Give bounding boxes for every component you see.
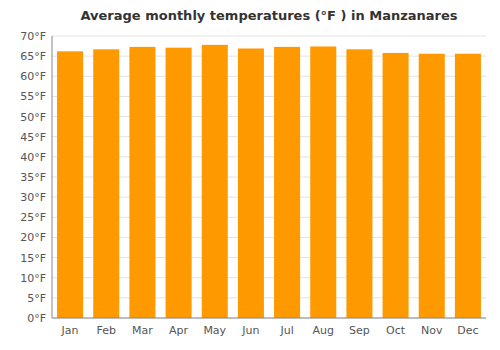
bar xyxy=(419,54,445,318)
y-tick-label: 30°F xyxy=(20,191,46,204)
y-tick-label: 70°F xyxy=(20,30,46,43)
grid-line xyxy=(52,36,486,37)
y-tick-label: 45°F xyxy=(20,131,46,144)
y-tick-label: 35°F xyxy=(20,171,46,184)
x-axis: Jan Feb Mar Apr May Jun Jul Aug Sep Oct Nov Dec xyxy=(61,324,479,337)
x-tick-label: Nov xyxy=(421,324,443,337)
bar xyxy=(274,47,300,318)
y-tick-label: 5°F xyxy=(27,292,46,305)
grid-line xyxy=(52,318,486,319)
y-tick-label: 55°F xyxy=(20,90,46,103)
y-tick-label: 20°F xyxy=(20,231,46,244)
bar xyxy=(202,45,228,318)
bar xyxy=(238,48,264,318)
x-tick-label: Jun xyxy=(241,324,259,337)
y-tick-label: 40°F xyxy=(20,151,46,164)
x-tick-label: Dec xyxy=(457,324,478,337)
title: Average monthly temperatures (°F ) in Ma… xyxy=(80,8,457,23)
y-tick-label: 25°F xyxy=(20,211,46,224)
bar xyxy=(166,48,192,318)
bar xyxy=(129,47,155,318)
x-tick-label: Mar xyxy=(132,324,153,337)
x-tick-label: Jan xyxy=(61,324,79,337)
bars xyxy=(57,45,481,318)
x-tick-label: Oct xyxy=(386,324,406,337)
bar xyxy=(93,49,119,318)
y-tick-label: 50°F xyxy=(20,111,46,124)
x-tick-label: Feb xyxy=(97,324,116,337)
x-axis-line xyxy=(52,318,486,319)
y-tick-label: 0°F xyxy=(27,312,46,325)
x-tick-label: Sep xyxy=(349,324,370,337)
y-axis: 0°F 5°F 10°F 15°F 20°F 25°F 30°F 35°F 40°F 45°F 50… xyxy=(20,30,486,325)
y-tick-label: 65°F xyxy=(20,50,46,63)
x-tick-label: Jul xyxy=(279,324,293,337)
y-axis-line xyxy=(52,36,53,318)
x-tick-label: May xyxy=(203,324,226,337)
y-tick-label: 10°F xyxy=(20,272,46,285)
chart: Average monthly temperatures (°F ) in Ma… xyxy=(0,0,500,350)
bar xyxy=(310,46,336,318)
x-tick-label: Apr xyxy=(169,324,189,337)
bar xyxy=(57,51,83,318)
bar xyxy=(455,54,481,318)
y-tick-label: 15°F xyxy=(20,252,46,265)
x-tick-label: Aug xyxy=(313,324,334,337)
bar xyxy=(346,49,372,318)
y-tick-label: 60°F xyxy=(20,70,46,83)
bar xyxy=(383,53,409,318)
